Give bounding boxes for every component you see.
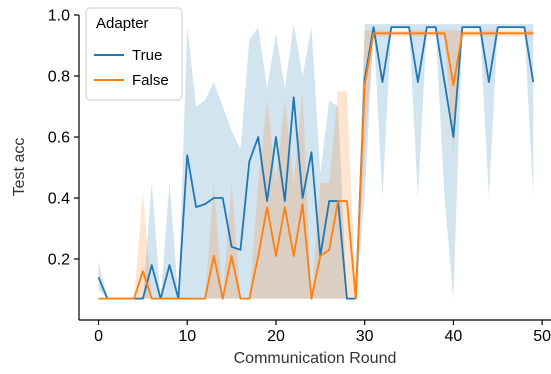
- axes: 0 10 20 30 40 50 0.2 0.4 0.6 0.8 1.0: [48, 8, 551, 345]
- y-tick-label: 0.4: [48, 191, 70, 208]
- y-axis-title: Test acc: [11, 138, 28, 197]
- x-tick-label: 10: [178, 328, 196, 345]
- y-tick-label: 1.0: [48, 8, 70, 25]
- series-lines: [97, 26, 535, 300]
- legend: Adapter True False: [85, 7, 183, 101]
- legend-label-true: True: [132, 47, 162, 64]
- legend-frame: [85, 7, 183, 101]
- y-tick-label: 0.2: [48, 252, 70, 269]
- band-true: [98, 24, 534, 299]
- y-tick-label: 0.6: [48, 130, 70, 147]
- legend-label-false: False: [132, 72, 169, 89]
- x-tick-label: 0: [94, 328, 103, 345]
- x-tick-label: 40: [445, 328, 463, 345]
- x-tick-label: 20: [267, 328, 285, 345]
- x-axis-title: Communication Round: [234, 350, 397, 367]
- x-tick-label: 30: [356, 328, 374, 345]
- legend-title: Adapter: [96, 15, 149, 32]
- y-tick-label: 0.8: [48, 69, 70, 86]
- series-line-false: [98, 32, 534, 300]
- x-tick-label: 50: [533, 328, 551, 345]
